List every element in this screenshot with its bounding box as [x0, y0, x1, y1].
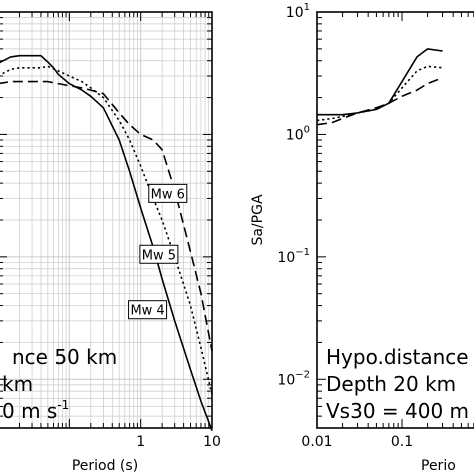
right-x-axis-label: Perio [421, 458, 456, 474]
left-info-line-1: nce 50 km [12, 345, 117, 369]
y-tick-label: 101 [286, 2, 310, 21]
curve-label-box [139, 244, 179, 264]
y-tick-label-base: 10 [277, 250, 295, 266]
y-tick-label-exponent: 0 [304, 124, 310, 135]
y-tick-label-base: 10 [286, 127, 304, 143]
right-info-line-2: Depth 20 km [326, 372, 456, 396]
right-series [316, 48, 443, 126]
series-line-mw-5 [0, 65, 213, 395]
left-annotations: Mw 6 Mw 5 Mw 4 [128, 183, 188, 320]
left-info-line-3-sup: -1 [57, 398, 69, 412]
x-tick-label: 0.01 [301, 434, 332, 450]
x-tick-label: 10 [203, 434, 221, 450]
right-info-line-3: Vs30 = 400 m [326, 399, 469, 423]
left-chart: 1 10 Mw 6 Mw 5 Mw 4 nce 50 km km 0 m s-1 Pe… [0, 11, 221, 474]
y-tick-label-exponent: −1 [295, 247, 310, 258]
curve-label-box [128, 300, 168, 320]
right-y-axis-label: Sa/PGA [250, 194, 266, 245]
x-tick-label: 0.1 [391, 434, 413, 450]
y-tick-label-base: 10 [277, 372, 295, 388]
y-tick-label: 10−2 [277, 369, 310, 388]
left-x-axis-label: Period (s) [72, 458, 138, 474]
series-line-mw-5 [316, 65, 443, 122]
left-info-line-3-main: 0 m s [2, 399, 57, 423]
y-tick-label: 10−1 [277, 247, 310, 266]
curve-label: Mw 6 [151, 187, 185, 202]
left-info-line-2: km [2, 372, 33, 396]
x-tick-label: 1 [136, 434, 145, 450]
series-line-mw-4 [317, 48, 443, 116]
right-info-line-1: Hypo.distance [326, 345, 469, 369]
y-tick-label-exponent: −2 [295, 369, 310, 380]
y-tick-label: 100 [286, 124, 310, 143]
y-tick-label-exponent: 1 [304, 2, 310, 13]
left-info-line-3: 0 m s-1 [2, 398, 69, 423]
curve-label-box [148, 183, 188, 203]
curve-label: Mw 4 [130, 304, 164, 319]
y-tick-label-base: 10 [286, 5, 304, 21]
series-line-mw-4 [0, 54, 213, 431]
left-ticks: 1 10 [0, 11, 221, 450]
series-line-mw-6 [316, 77, 443, 126]
curve-label: Mw 5 [142, 248, 176, 263]
